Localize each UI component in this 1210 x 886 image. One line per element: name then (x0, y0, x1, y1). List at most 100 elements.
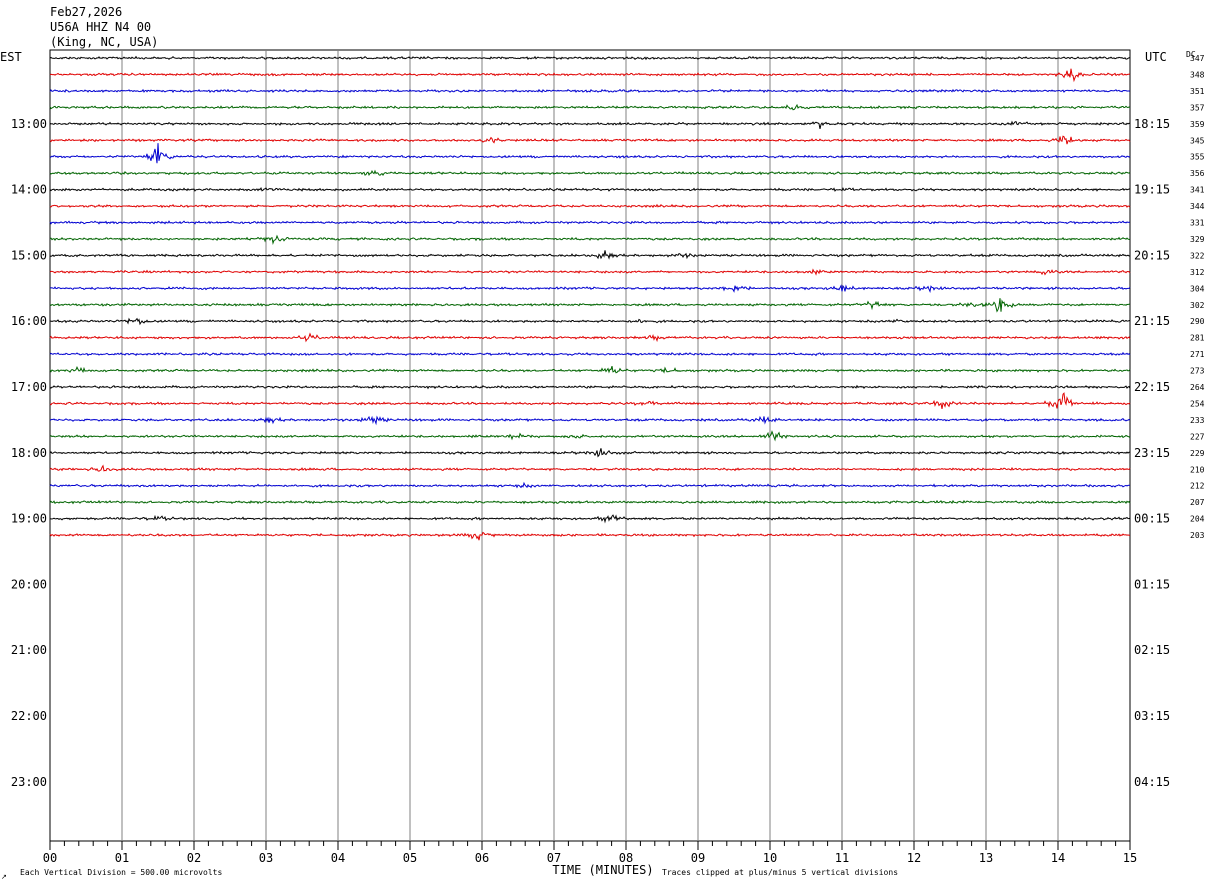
dc-offset-label: 207 (1190, 498, 1205, 507)
left-timezone-label: EST (0, 50, 22, 64)
dc-offset-label: 312 (1190, 268, 1205, 277)
x-tick-label: 06 (475, 851, 489, 865)
seismic-trace (49, 143, 1131, 164)
left-hour-label: 20:00 (11, 577, 47, 591)
left-hour-label: 19:00 (11, 512, 47, 526)
left-hour-label: 13:00 (11, 117, 47, 131)
seismic-trace (49, 464, 1131, 472)
dc-offset-label: 210 (1190, 465, 1205, 474)
dc-offset-label: 345 (1190, 136, 1205, 145)
minute-gridlines (121, 50, 1059, 841)
left-hour-label: 15:00 (11, 248, 47, 262)
dc-offset-label: 357 (1190, 103, 1205, 112)
dc-offset-label: 203 (1190, 531, 1205, 540)
x-tick-label: 04 (331, 851, 345, 865)
seismic-trace (49, 392, 1131, 409)
left-hour-label: 23:00 (11, 775, 47, 789)
seismic-trace (49, 481, 1130, 489)
right-timezone-label: UTC (1145, 50, 1167, 64)
footer-scale-note: Each Vertical Division = 500.00 microvol… (20, 868, 222, 877)
dc-offset-label: 359 (1190, 120, 1205, 129)
seismic-trace (49, 384, 1131, 390)
seismic-trace (49, 284, 1131, 294)
dc-header-label: DC (1186, 50, 1196, 59)
dc-offset-label: 356 (1190, 169, 1205, 178)
x-tick-label: 15 (1123, 851, 1137, 865)
dc-offset-label: 229 (1190, 449, 1205, 458)
right-hour-label: 22:15 (1134, 380, 1170, 394)
dc-offset-label: 344 (1190, 202, 1205, 211)
right-hour-labels: 18:15 19:15 20:15 21:15 22:15 23:15 00:15 01:15… (1134, 117, 1170, 789)
left-hour-label: 16:00 (11, 314, 47, 328)
x-axis-ticks (49, 841, 1131, 850)
x-tick-label: 12 (907, 851, 921, 865)
x-tick-label: 03 (259, 851, 273, 865)
seismic-trace (49, 203, 1131, 209)
seismic-trace (49, 169, 1131, 177)
seismic-trace (49, 514, 1131, 524)
seismic-trace (49, 234, 1131, 246)
seismic-trace (49, 268, 1131, 276)
seismic-trace (49, 135, 1131, 145)
plot-frame (49, 49, 1131, 842)
left-hour-label: 14:00 (11, 183, 47, 197)
seismic-trace (49, 430, 1131, 442)
right-hour-label: 19:15 (1134, 183, 1170, 197)
seismic-trace (49, 317, 1131, 326)
dc-offset-label: 302 (1190, 301, 1205, 310)
seismic-trace (49, 186, 1131, 192)
right-hour-label: 23:15 (1134, 446, 1170, 460)
seismic-trace (49, 332, 1131, 343)
dc-offset-label: 204 (1190, 515, 1205, 524)
right-hour-label: 01:15 (1134, 577, 1170, 591)
right-hour-label: 18:15 (1134, 117, 1170, 131)
dc-offset-label: 227 (1190, 432, 1205, 441)
dc-offset-label: 273 (1190, 367, 1205, 376)
dc-offset-label: 347 (1190, 54, 1205, 63)
seismic-trace (49, 351, 1131, 357)
x-tick-label: 08 (619, 851, 633, 865)
plot-date: Feb27,2026 (50, 5, 123, 19)
left-hour-label: 18:00 (11, 446, 47, 460)
right-hour-label: 20:15 (1134, 248, 1170, 262)
x-tick-label: 02 (187, 851, 201, 865)
seismic-trace (49, 415, 1131, 426)
x-tick-label: 14 (1051, 851, 1065, 865)
dc-offset-label: 212 (1190, 482, 1205, 491)
left-hour-label: 17:00 (11, 380, 47, 394)
seismic-trace (49, 120, 1131, 130)
trace-group (49, 55, 1131, 541)
x-tick-label: 05 (403, 851, 417, 865)
right-hour-label: 03:15 (1134, 709, 1170, 723)
x-axis-tick-labels: 00 01 02 03 04 05 06 07 08 09 10 11 12 13 14 15 (43, 851, 1137, 865)
x-tick-label: 13 (979, 851, 993, 865)
dc-offset-label: 348 (1190, 70, 1205, 79)
seismic-trace (49, 68, 1131, 83)
dc-offset-label: 264 (1190, 383, 1205, 392)
dc-offset-label: 351 (1190, 87, 1205, 96)
right-hour-label: 21:15 (1134, 314, 1170, 328)
seismic-trace (49, 531, 1131, 541)
x-tick-label: 01 (115, 851, 129, 865)
dc-offset-labels: 347 348 351 357 359 345 355 356 341 344 331 329 322 3… (1190, 54, 1205, 540)
left-hour-label: 22:00 (11, 709, 47, 723)
x-axis-title: TIME (MINUTES) (552, 863, 653, 877)
x-tick-label: 10 (763, 851, 777, 865)
right-hour-label: 04:15 (1134, 775, 1170, 789)
seismic-trace (49, 499, 1131, 505)
dc-offset-label: 281 (1190, 334, 1205, 343)
seismic-trace (49, 365, 1131, 374)
right-hour-label: 00:15 (1134, 512, 1170, 526)
x-tick-label: 00 (43, 851, 57, 865)
seismic-trace (49, 298, 1131, 313)
seismic-trace (49, 250, 1131, 260)
seismic-trace (49, 448, 1131, 458)
corner-logo-icon: ↗ (1, 873, 7, 881)
dc-offset-label: 329 (1190, 235, 1205, 244)
dc-offset-label: 341 (1190, 186, 1205, 195)
station-id: U56A HHZ N4 00 (50, 20, 152, 34)
left-hour-labels: 13:00 14:00 15:00 16:00 17:00 18:00 19:00 20:00… (11, 117, 47, 789)
dc-offset-label: 304 (1190, 284, 1205, 293)
dc-offset-label: 290 (1190, 317, 1205, 326)
